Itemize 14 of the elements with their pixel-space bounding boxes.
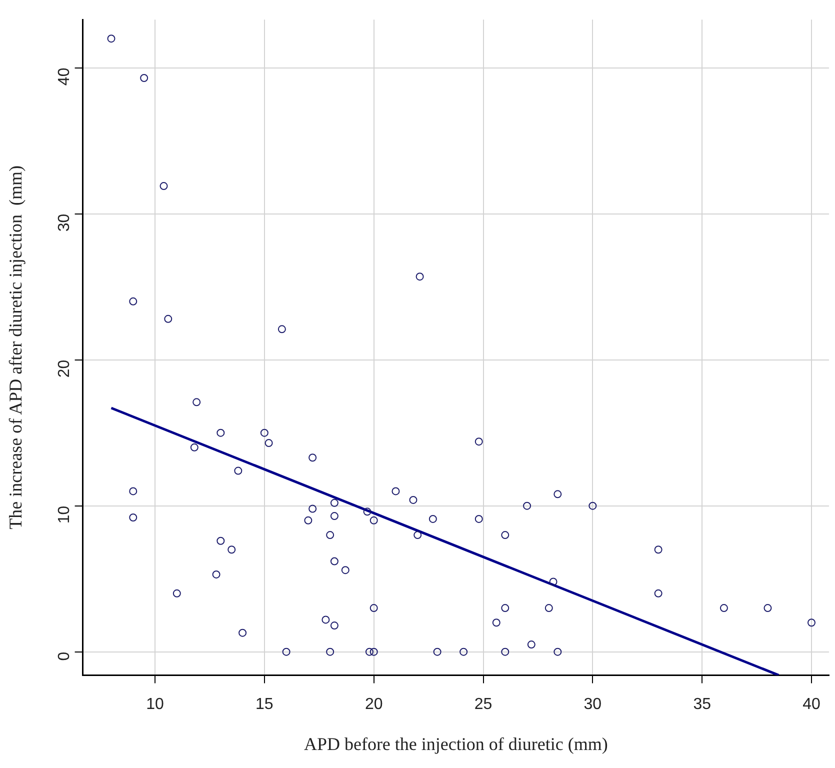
y-tick-label: 20	[56, 360, 74, 378]
x-axis-title: APD before the injection of diuretic (mm)	[304, 734, 608, 754]
x-tick-label: 25	[474, 696, 492, 714]
y-tick-label: 0	[56, 652, 74, 661]
x-tick-label: 20	[364, 696, 383, 714]
y-tick-label: 30	[56, 214, 74, 232]
y-axis-title: The increase of APD after diuretic injection (mm)	[6, 165, 26, 530]
x-tick-label: 35	[693, 696, 712, 714]
x-tick-label: 10	[146, 696, 164, 714]
x-tick-label: 30	[584, 696, 602, 714]
x-tick-label: 15	[256, 696, 274, 714]
y-tick-label: 40	[56, 68, 74, 86]
y-tick-label: 10	[56, 506, 74, 524]
x-tick-label: 40	[802, 696, 820, 714]
